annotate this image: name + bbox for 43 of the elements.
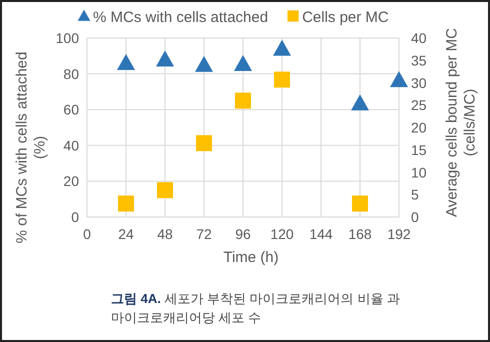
point	[195, 56, 213, 72]
y-axis-title: % of MCs with cells attached (%)	[13, 52, 48, 244]
y2-tick-label: 40	[411, 30, 427, 46]
x-tick-label: 96	[235, 226, 251, 242]
y-tick-label: 80	[63, 66, 80, 82]
point	[157, 182, 173, 198]
y-tick-label: 60	[63, 102, 80, 118]
caption: 그림 4A. 세포가 부착된 마이크로캐리어의 비율 과 마이크로캐리어당 세포 수	[111, 291, 400, 325]
y-tick-label: 40	[63, 137, 80, 154]
x-tick-label: 192	[387, 226, 411, 242]
point	[234, 54, 252, 71]
x-tick-label: 24	[118, 226, 134, 242]
point	[196, 135, 212, 152]
point	[274, 72, 290, 88]
point	[352, 196, 368, 212]
x-tick-label: 168	[348, 226, 372, 242]
point	[351, 94, 369, 110]
x-tick-label: 144	[309, 226, 333, 242]
y2-tick-label: 10	[411, 164, 427, 180]
point	[117, 54, 135, 70]
y2-tick-label: 20	[411, 120, 427, 136]
point	[390, 71, 408, 88]
y-tick-label: 0	[71, 209, 80, 225]
legend-label: % MCs with cells attached	[93, 9, 268, 26]
y2-tick-label: 5	[411, 186, 419, 203]
y2-tick-label: 15	[411, 142, 427, 158]
x-axis-title: Time (h)	[223, 249, 279, 266]
point	[273, 40, 291, 56]
point	[156, 50, 174, 66]
y2-tick-label: 30	[411, 74, 427, 91]
y2-axis-title: Average cells bound per MC (cells/MC)	[443, 28, 478, 217]
x-tick-label: 120	[270, 226, 294, 242]
x-tick-label: 0	[83, 226, 92, 242]
x-tick-label: 72	[196, 226, 212, 242]
y2-tick-label: 25	[411, 97, 427, 114]
y-tick-label: 20	[63, 173, 80, 190]
y-tick-label: 100	[56, 30, 80, 46]
legend-label: Cells per MC	[302, 9, 389, 26]
y2-tick-label: 0	[411, 209, 419, 225]
point	[235, 92, 251, 109]
point	[118, 196, 134, 212]
x-tick-label: 48	[157, 226, 173, 242]
y2-tick-label: 35	[411, 52, 427, 68]
